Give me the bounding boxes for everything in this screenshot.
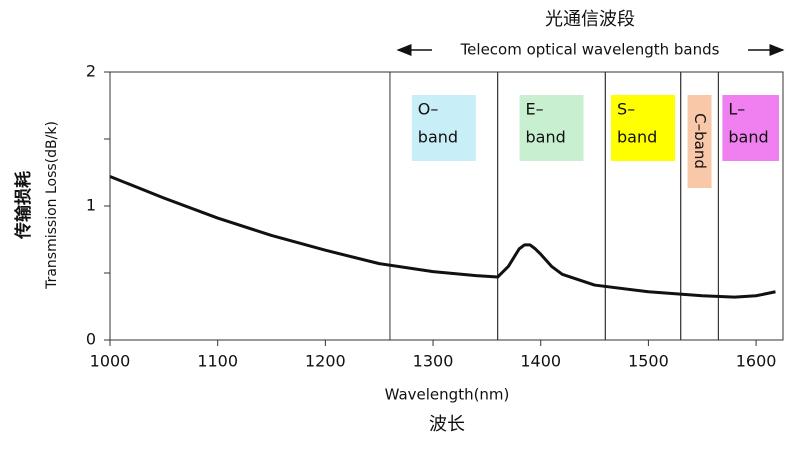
- x-tick-label: 1600: [736, 352, 777, 371]
- y-tick-label: 0: [86, 330, 96, 349]
- x-axis-title-cn: 波长: [429, 414, 465, 435]
- band-label: band: [525, 128, 565, 147]
- band-box: [687, 95, 712, 188]
- y-tick-label: 2: [86, 62, 96, 81]
- band-box: [611, 95, 676, 161]
- x-tick-label: 1400: [520, 352, 561, 371]
- loss-curve: [109, 175, 776, 299]
- band-box: [519, 95, 584, 161]
- band-label: O–: [418, 100, 439, 119]
- band-label: band: [728, 128, 768, 147]
- x-tick-label: 1500: [628, 352, 669, 371]
- y-axis-title-cn: 传输损耗: [13, 171, 34, 240]
- chart-subtitle: Telecom optical wavelength bands: [460, 41, 720, 59]
- band-label: S–: [617, 100, 635, 119]
- y-tick-label: 1: [86, 196, 96, 215]
- band-label: E–: [525, 100, 543, 119]
- band-box: [411, 95, 476, 161]
- x-axis-title: Wavelength(nm): [385, 386, 510, 404]
- band-label: band: [617, 128, 657, 147]
- subtitle-bg: [432, 40, 748, 60]
- y-axis-title: Transmission Loss(dB/k): [44, 121, 60, 290]
- band-box: [722, 95, 779, 161]
- chart-title: 光通信波段: [545, 9, 635, 30]
- band-label: band: [418, 128, 458, 147]
- band-label: L–: [728, 100, 745, 119]
- x-tick-label: 1300: [413, 352, 454, 371]
- x-tick-label: 1200: [305, 352, 346, 371]
- x-tick-label: 1000: [90, 352, 131, 371]
- band-label: C–band: [691, 113, 709, 169]
- x-tick-label: 1100: [197, 352, 238, 371]
